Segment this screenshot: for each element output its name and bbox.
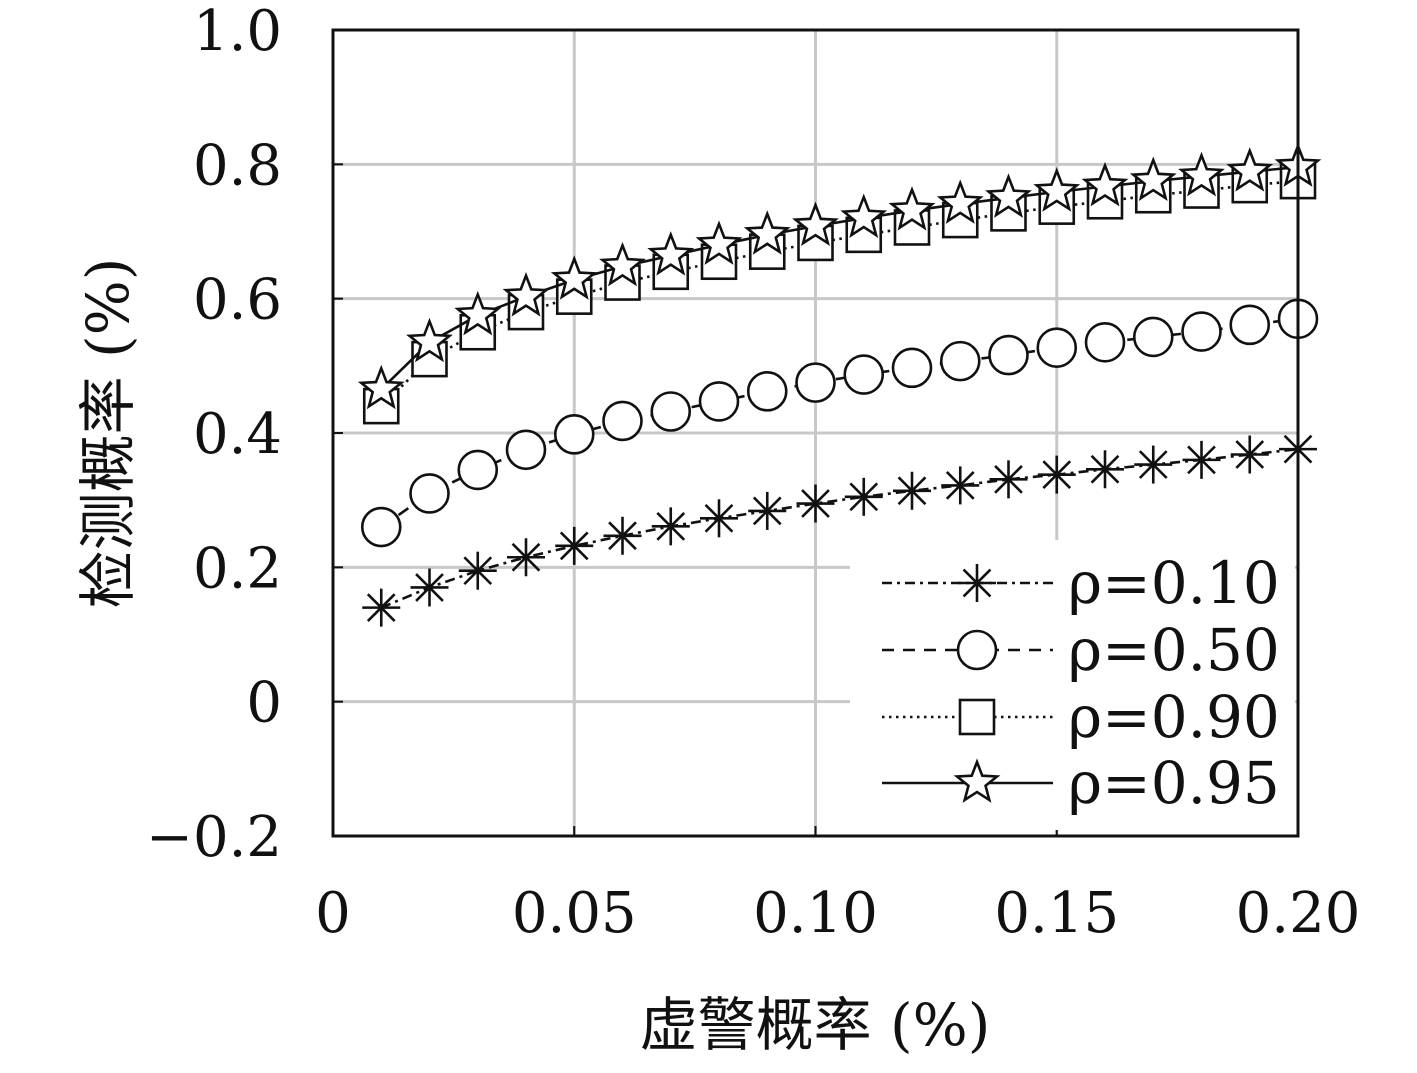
data-point-asterisk xyxy=(651,507,690,546)
data-point-asterisk xyxy=(555,526,594,565)
plot-frame xyxy=(331,28,1300,838)
data-point-star xyxy=(599,241,646,287)
data-point-star xyxy=(792,201,839,247)
legend-marker-circle xyxy=(956,629,998,671)
data-point-asterisk xyxy=(458,551,497,590)
legend-item: ρ=0.90 xyxy=(882,683,1280,751)
data-point-circle xyxy=(505,429,547,471)
data-point-star xyxy=(647,231,695,276)
x-tick-label: 0 xyxy=(315,881,351,946)
tick-labels: 0 0.05 0.10 0.15 0.20 −0.2 0 0.2 0.4 0.6 0.8 1.0 xyxy=(146,0,1360,946)
data-point-circle xyxy=(457,449,499,491)
data-point-asterisk xyxy=(941,466,980,505)
data-point-circle xyxy=(988,334,1029,376)
series-circle xyxy=(360,298,1319,548)
legend-label: ρ=0.95 xyxy=(1068,749,1280,817)
data-point-star xyxy=(454,290,502,336)
data-point-star xyxy=(550,255,598,300)
data-point-asterisk xyxy=(1037,455,1076,494)
data-point-asterisk xyxy=(603,516,642,555)
series-star xyxy=(357,142,1322,410)
data-point-asterisk xyxy=(844,477,883,516)
data-point-star xyxy=(695,220,743,265)
x-tick-label: 0.15 xyxy=(994,881,1119,946)
x-tick-label: 0.05 xyxy=(512,881,637,946)
legend: ρ=0.10ρ=0.50ρ=0.90ρ=0.95 xyxy=(850,540,1295,830)
legend-item: ρ=0.10 xyxy=(882,549,1280,617)
data-point-asterisk xyxy=(700,499,738,538)
legend-label: ρ=0.10 xyxy=(1068,549,1280,617)
data-point-circle xyxy=(795,362,836,403)
data-point-star xyxy=(502,272,550,317)
data-point-asterisk xyxy=(748,491,787,530)
data-point-circle xyxy=(1181,311,1222,352)
data-point-star xyxy=(743,210,791,255)
data-point-circle xyxy=(939,340,981,382)
legend-marker-square xyxy=(958,698,996,736)
y-axis-title: 检测概率 (%) xyxy=(74,258,142,609)
data-point-asterisk xyxy=(893,471,931,510)
series-line xyxy=(380,447,1299,609)
y-tick-label: −0.2 xyxy=(146,805,282,870)
data-point-asterisk xyxy=(507,538,545,577)
y-tick-label: 0 xyxy=(246,671,282,736)
data-point-star xyxy=(1129,156,1177,202)
y-tick-label: 0.4 xyxy=(193,402,282,467)
data-point-star xyxy=(406,317,453,363)
y-tick-label: 0.8 xyxy=(193,133,282,198)
data-point-star xyxy=(888,186,936,231)
data-point-circle xyxy=(650,391,692,432)
series-asterisk xyxy=(362,430,1317,627)
data-point-circle xyxy=(698,381,740,422)
data-point-circle xyxy=(409,473,450,514)
data-point-asterisk xyxy=(989,460,1028,499)
data-point-asterisk xyxy=(362,588,401,627)
legend-label: ρ=0.90 xyxy=(1068,683,1280,751)
y-tick-label: 0.2 xyxy=(193,536,282,601)
data-point-circle xyxy=(602,400,643,442)
data-point-asterisk xyxy=(1086,450,1124,489)
data-point-star xyxy=(840,193,888,238)
x-tick-label: 0.10 xyxy=(753,881,878,946)
legend-item: ρ=0.95 xyxy=(882,749,1280,817)
data-point-star xyxy=(1226,147,1274,192)
data-point-circle xyxy=(891,347,933,389)
x-axis-title: 虚警概率 (%) xyxy=(640,991,991,1059)
data-point-asterisk xyxy=(410,568,449,607)
data-point-asterisk xyxy=(796,484,835,523)
data-point-circle xyxy=(1229,304,1271,346)
data-point-star xyxy=(1178,151,1225,197)
data-point-circle xyxy=(553,414,595,455)
data-point-asterisk xyxy=(1134,445,1173,484)
legend-marker-asterisk xyxy=(958,564,996,602)
data-point-circle xyxy=(746,371,788,412)
data-point-circle xyxy=(1084,322,1126,363)
data-point-asterisk xyxy=(1230,435,1269,474)
data-point-star xyxy=(1033,167,1081,212)
data-point-star xyxy=(985,173,1032,218)
legend-background xyxy=(850,540,1295,830)
data-point-star xyxy=(936,179,984,224)
legend-item: ρ=0.50 xyxy=(882,616,1280,684)
series-square xyxy=(362,162,1317,425)
data-point-star xyxy=(357,364,405,410)
data-point-asterisk xyxy=(1182,440,1221,479)
data-point-circle xyxy=(1132,316,1174,358)
data-point-circle xyxy=(843,354,885,395)
y-tick-label: 0.6 xyxy=(193,268,282,333)
series-layer xyxy=(357,142,1322,627)
legend-marker-star xyxy=(953,758,1001,803)
legend-label: ρ=0.50 xyxy=(1068,616,1280,684)
data-point-star xyxy=(1081,161,1129,207)
y-tick-label: 1.0 xyxy=(193,0,282,64)
x-tick-label: 0.20 xyxy=(1236,881,1361,946)
data-point-circle xyxy=(1036,327,1078,368)
data-point-circle xyxy=(360,506,402,548)
